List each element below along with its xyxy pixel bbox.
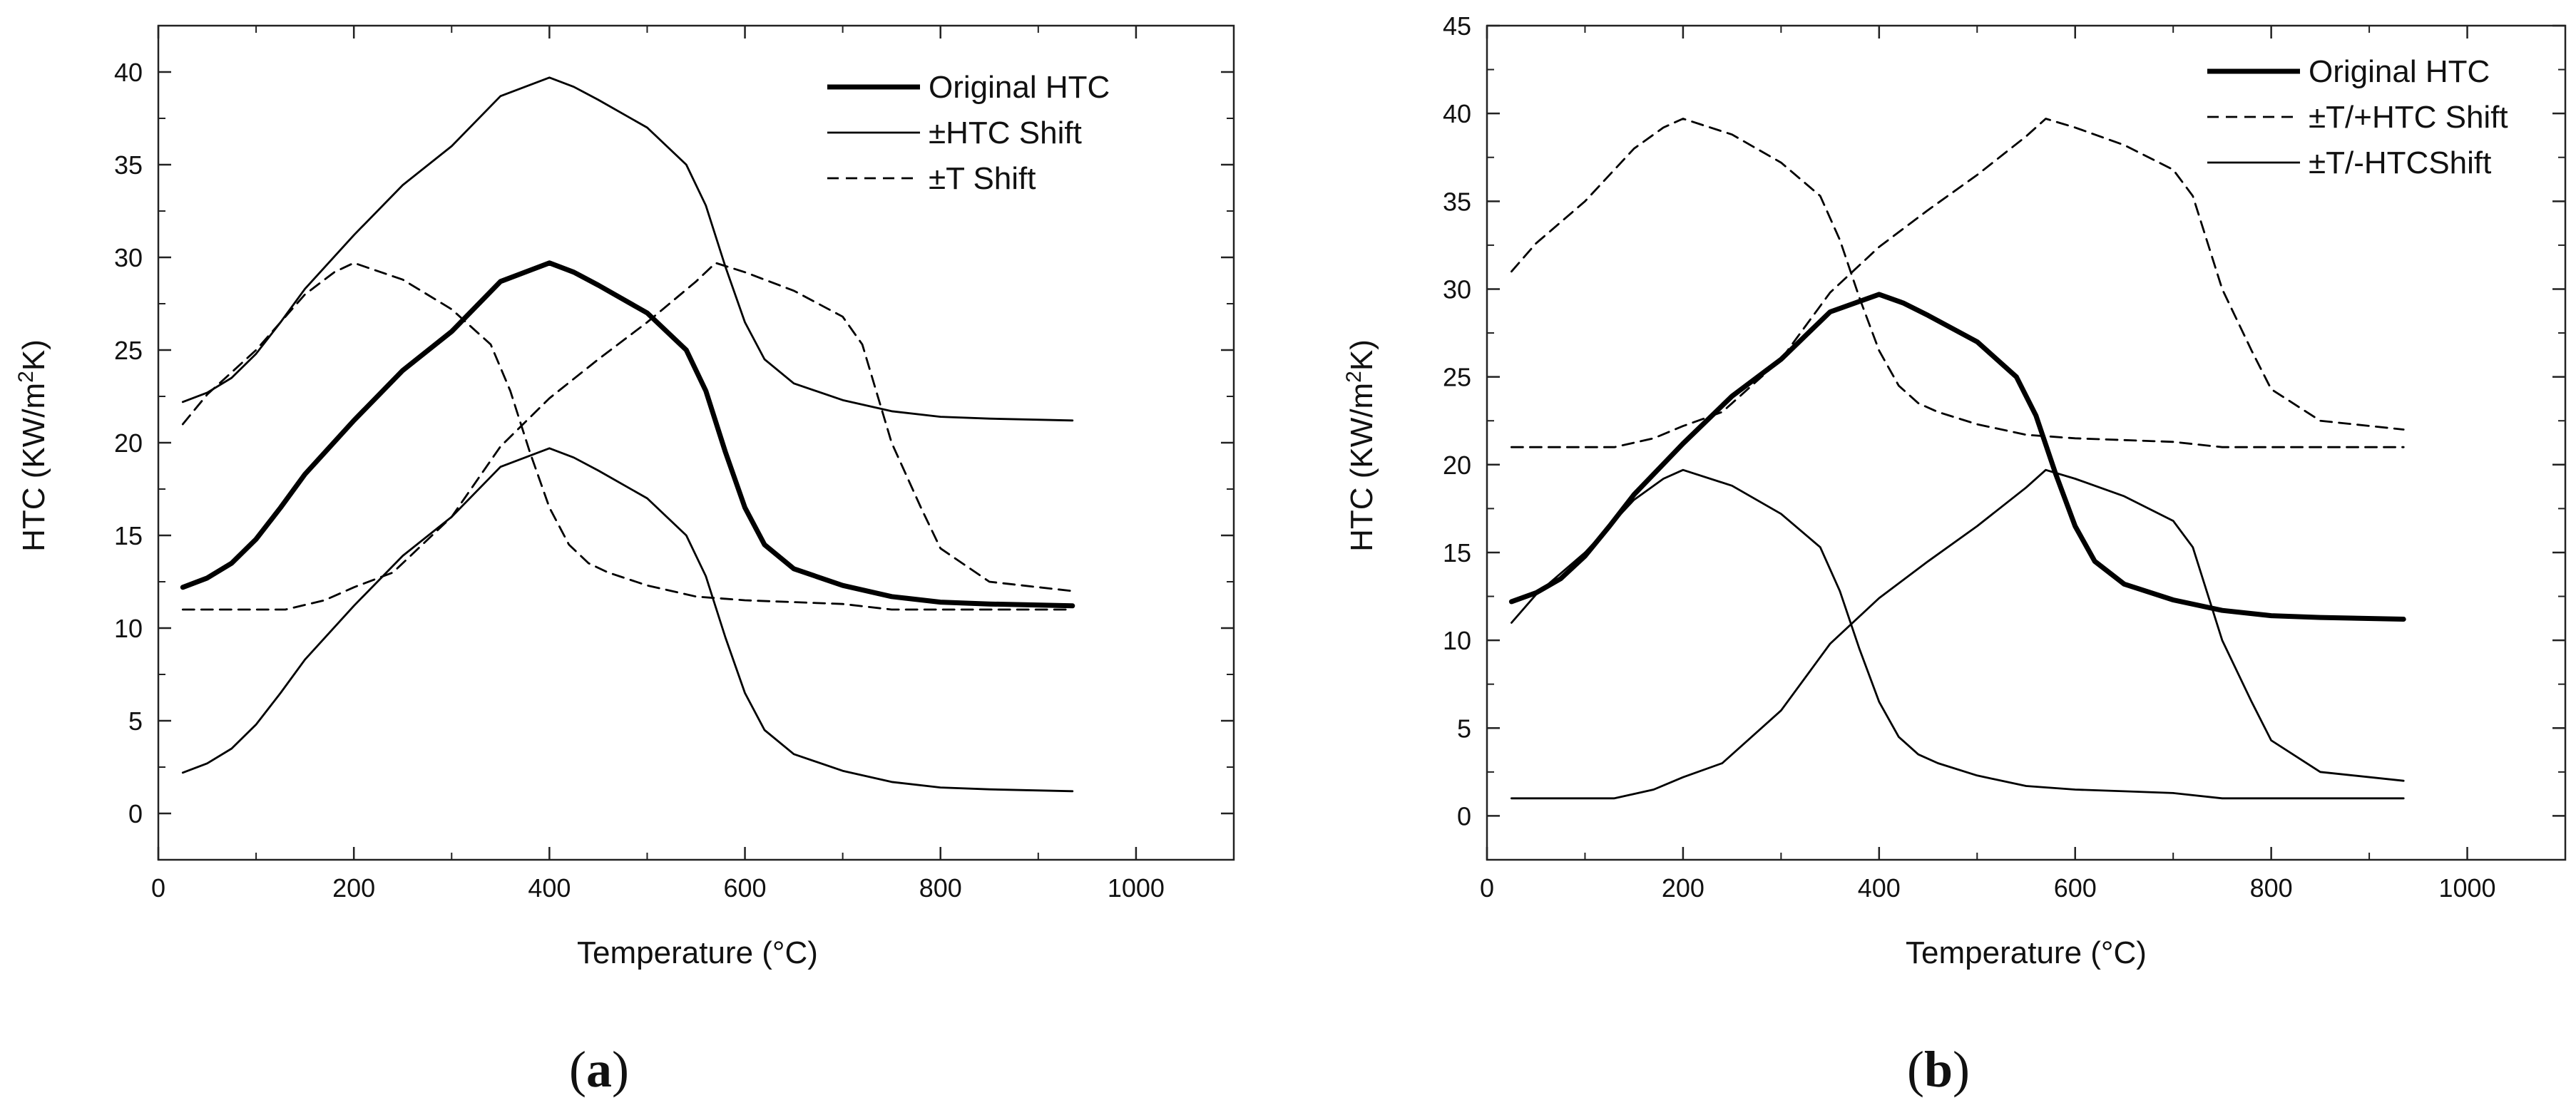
y-tick-label: 40: [114, 58, 143, 87]
y-tick-label: 15: [114, 521, 143, 550]
series-layer-a: [180, 76, 1075, 793]
x-tick-label: 600: [724, 873, 767, 903]
x-tick-label: 400: [1858, 873, 1901, 903]
y-tick-label: 20: [114, 428, 143, 458]
legend-label-htc-shift: ±HTC Shift: [929, 115, 1082, 150]
panel-letter-b-text: b: [1924, 1041, 1953, 1098]
x-tick-label: 800: [919, 873, 962, 903]
y-axis-label-main: HTC (KW/m: [16, 383, 51, 552]
chart-panel-b: 0 200 400 600 800 1000 0 5 10 15 20 25 30 35 40 45 Temp…: [1342, 11, 2567, 970]
y-tick-label: 40: [1443, 99, 1471, 128]
svg-text:(a): (a): [569, 1041, 629, 1098]
y-tick-label: 15: [1443, 538, 1471, 567]
series-line-t-htc-shift-shifted: [1511, 118, 2405, 448]
x-tick-label: 800: [2250, 873, 2293, 903]
x-tick-label: 600: [2054, 873, 2097, 903]
legend-b: Original HTC ±T/+HTC Shift ±T/-HTCShift: [2207, 54, 2508, 180]
series-line-t-shift: [181, 262, 1074, 611]
y-tick-label: 20: [1443, 451, 1471, 480]
x-tick-label: 0: [1480, 873, 1494, 903]
x-tick-label: 1000: [1108, 873, 1165, 903]
y-tick-label: 25: [1443, 363, 1471, 392]
x-tick-label: 0: [151, 873, 165, 903]
series-layer-b: [1508, 118, 2406, 800]
y-tick-label: 10: [1443, 626, 1471, 655]
series-line-t-shift-shifted: [181, 262, 1074, 611]
panel-letter-a-text: a: [586, 1041, 612, 1098]
panel-letter-b-close: ): [1953, 1041, 1970, 1098]
series-line-t-htcshift: [1511, 468, 2405, 800]
y-tick-label: 25: [114, 336, 143, 365]
series-line-htc-shift-lower: [181, 447, 1074, 793]
series-line-t-htcshift-shifted: [1511, 468, 2405, 800]
legend-label-original-htc: Original HTC: [929, 70, 1110, 105]
y-axis-label-main: HTC (KW/m: [1344, 383, 1379, 552]
panel-letter-b: (b): [1907, 1041, 1970, 1098]
plot-frame: [1486, 24, 2567, 861]
y-axis-label-a: HTC (KW/m2K): [14, 339, 51, 552]
y-tick-label: 30: [1443, 274, 1471, 304]
y-tick-label: 30: [114, 243, 143, 272]
y-tick-label: 5: [128, 707, 143, 736]
y-tick-label: 0: [1457, 801, 1471, 831]
axes-b: 0 200 400 600 800 1000 0 5 10 15 20 25 30 35 40 45: [1443, 11, 2567, 903]
x-tick-label: 1000: [2438, 873, 2495, 903]
legend-label-t-shift: ±T Shift: [929, 161, 1036, 196]
y-axis-label-superscript: 2: [14, 371, 38, 383]
y-tick-label: 35: [1443, 187, 1471, 216]
panel-letter-b-open: (: [1907, 1041, 1924, 1098]
legend-label-t-htc-shift: ±T/+HTC Shift: [2309, 100, 2508, 135]
panel-letter-a-close: ): [612, 1041, 629, 1098]
series-line-t-htc-shift: [1511, 118, 2405, 448]
panel-letter-a: (a): [569, 1041, 629, 1098]
y-axis-label-tail: K): [1344, 339, 1379, 371]
x-axis-label-b: Temperature (°C): [1906, 935, 2147, 970]
legend-label-t-htcshift: ±T/-HTCShift: [2309, 145, 2491, 180]
x-tick-label: 200: [332, 873, 375, 903]
panel-letter-a-open: (: [569, 1041, 586, 1098]
series-line-original-htc: [180, 260, 1075, 609]
y-tick-label: 45: [1443, 11, 1471, 41]
legend-a: Original HTC ±HTC Shift ±T Shift: [827, 70, 1110, 196]
y-axis-label-superscript: 2: [1342, 371, 1366, 383]
y-tick-label: 10: [114, 614, 143, 643]
y-tick-label: 5: [1457, 714, 1471, 743]
legend-label-original-htc: Original HTC: [2309, 54, 2490, 89]
chart-panel-a: 0 200 400 600 800 1000 0 5 10 15 20 25 30 35 40 Temper…: [14, 24, 1235, 970]
y-tick-label: 35: [114, 150, 143, 180]
svg-text:(b): (b): [1907, 1041, 1970, 1098]
y-tick-label: 0: [128, 799, 143, 828]
x-axis-label-a: Temperature (°C): [577, 935, 818, 970]
y-axis-label-b: HTC (KW/m2K): [1342, 339, 1379, 552]
y-axis-label-tail: K): [16, 339, 51, 371]
x-tick-label: 400: [528, 873, 571, 903]
x-tick-label: 200: [1662, 873, 1704, 903]
axes-a: 0 200 400 600 800 1000 0 5 10 15 20 25 30 35 40: [114, 24, 1235, 903]
